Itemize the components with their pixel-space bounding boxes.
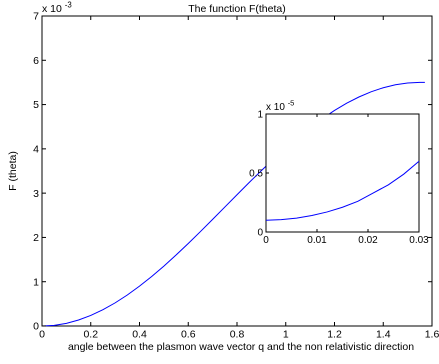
main-x-tick-label: 1 [283, 329, 289, 341]
main-chart-title: The function F(theta) [188, 3, 285, 15]
main-x-tick-label: 0.4 [132, 329, 147, 341]
main-x-tick-label: 1.2 [327, 329, 342, 341]
main-y-tick-label: 2 [33, 232, 39, 244]
main-y-axis-label: F (theta) [7, 151, 19, 191]
main-y-tick-label: 0 [33, 321, 39, 333]
main-x-tick-label: 1.4 [376, 329, 391, 341]
main-x-tick-label: 0.2 [83, 329, 98, 341]
main-y-exponent-label: x 10 -3 [42, 0, 72, 15]
inset-chart: 0 0.01 0.02 0.03 0 0.5 1x 10 -5 [249, 99, 429, 247]
main-x-tick-label: 0 [39, 329, 45, 341]
main-y-tick-label: 3 [33, 188, 39, 200]
main-x-tick-label: 1.6 [425, 329, 439, 341]
main-y-tick-label: 7 [33, 11, 39, 23]
inset-x-tick-label: 0.02 [358, 235, 378, 246]
inset-x-tick-label: 0 [263, 235, 269, 246]
inset-y-tick-label: 0.5 [249, 169, 263, 180]
main-series-line-0 [41, 81, 425, 327]
main-x-axis-label: angle between the plasmon wave vector q … [68, 341, 414, 353]
inset-plot-area [265, 113, 420, 233]
inset-series-line-0 [265, 160, 420, 221]
inset-y-tick-label: 0 [257, 228, 263, 239]
main-x-tick-label: 0.6 [181, 329, 196, 341]
inset-y-tick-label: 1 [257, 110, 263, 121]
main-y-tick-label: 6 [33, 55, 39, 67]
main-y-tick-label: 4 [33, 144, 39, 156]
main-y-tick-label: 1 [33, 276, 39, 288]
inset-x-tick-label: 0.03 [409, 235, 429, 246]
main-y-tick-label: 5 [33, 99, 39, 111]
inset-x-tick-label: 0.01 [307, 235, 327, 246]
inset-y-exponent-label: x 10 -5 [266, 99, 294, 114]
main-x-tick-label: 0.8 [230, 329, 245, 341]
